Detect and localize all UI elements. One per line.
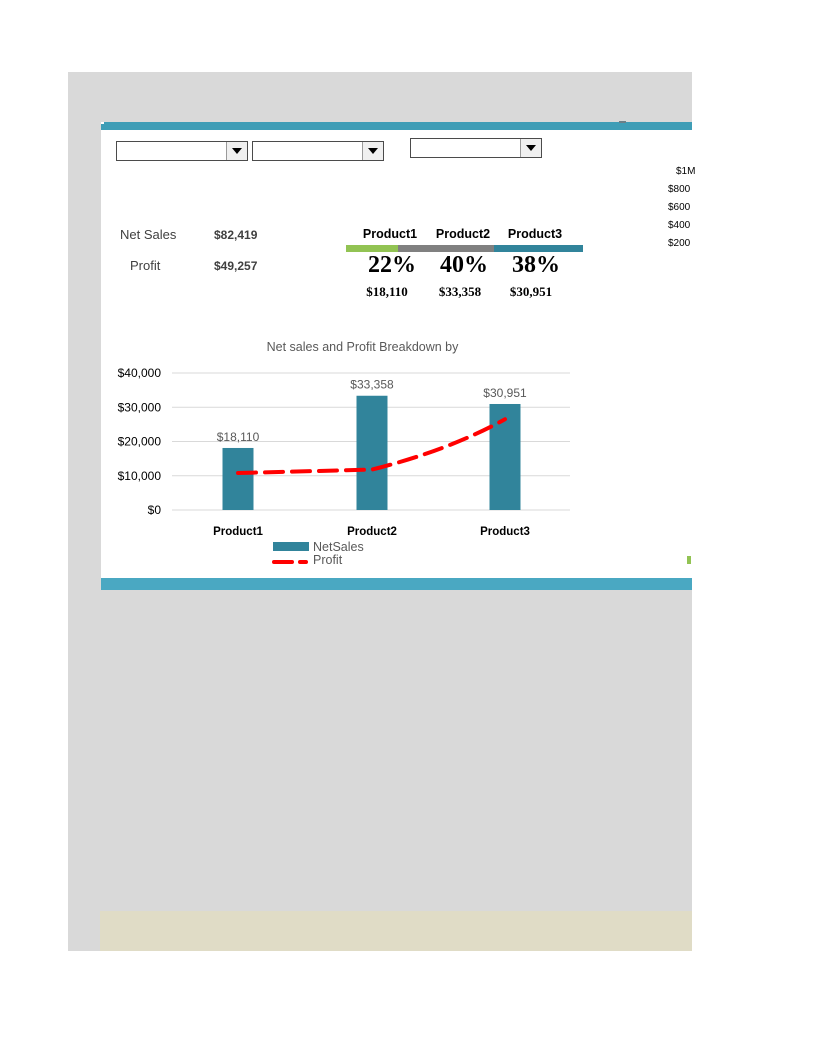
net-sales-profit-chart: $0 $10,000 $20,000 $30,000 $40,000 $18,110 $33…	[118, 366, 570, 567]
legend-label: Profit	[313, 553, 343, 567]
side-axis-label: $1M	[676, 166, 696, 177]
profit-label: Profit	[130, 258, 161, 273]
legend-label: NetSales	[313, 540, 364, 554]
header-accent-tick	[101, 124, 104, 130]
filter-dropdown-2[interactable]	[252, 141, 384, 161]
data-label: $30,951	[483, 386, 527, 400]
side-axis-label: $800	[668, 184, 691, 195]
y-tick-label: $40,000	[118, 366, 162, 380]
footer-accent-bar	[101, 578, 692, 590]
product3-header: Product3	[507, 227, 563, 241]
dashboard-sheet	[101, 122, 692, 590]
product1-amount: $18,110	[366, 284, 408, 299]
y-tick-label: $0	[148, 503, 162, 517]
chevron-down-icon[interactable]	[226, 142, 247, 160]
y-tick-label: $10,000	[118, 469, 162, 483]
data-label: $33,358	[350, 378, 394, 392]
product1-share: 22%	[368, 252, 416, 278]
bar	[489, 403, 521, 510]
net-sales-label: Net Sales	[120, 227, 177, 242]
header-accent-bar	[104, 122, 692, 130]
chevron-down-icon[interactable]	[362, 142, 383, 160]
product3-share: 38%	[512, 252, 560, 278]
profit-value: $49,257	[214, 259, 258, 273]
product2-share: 40%	[440, 252, 488, 278]
filter-dropdown-1[interactable]	[116, 141, 248, 161]
y-tick-label: $20,000	[118, 435, 162, 449]
product3-color-strip	[494, 245, 583, 252]
filter-dropdown-3[interactable]	[410, 138, 542, 158]
product2-header: Product2	[435, 227, 491, 241]
side-axis-label: $400	[668, 220, 691, 231]
legend-swatch-netsales	[273, 542, 309, 551]
side-axis-label: $200	[668, 238, 691, 249]
product2-amount: $33,358	[438, 284, 482, 299]
column-marker	[619, 121, 626, 123]
product1-header: Product1	[362, 227, 418, 241]
x-tick-label: Product1	[213, 526, 263, 538]
x-tick-label: Product2	[347, 526, 397, 538]
product1-color-strip	[346, 245, 398, 252]
footer-band	[100, 911, 692, 951]
side-axis-label: $600	[668, 202, 691, 213]
net-sales-value: $82,419	[214, 228, 258, 242]
y-tick-label: $30,000	[118, 400, 162, 414]
product2-color-strip	[398, 245, 494, 252]
data-label: $18,110	[217, 430, 260, 444]
chart-title: Net sales and Profit Breakdown by	[266, 340, 459, 354]
bar	[356, 395, 388, 510]
side-chart-marker	[687, 556, 691, 564]
profit-line	[236, 417, 507, 476]
chevron-down-icon[interactable]	[520, 139, 541, 157]
x-tick-label: Product3	[480, 526, 530, 538]
product3-amount: $30,951	[509, 284, 553, 299]
bar	[222, 447, 254, 510]
